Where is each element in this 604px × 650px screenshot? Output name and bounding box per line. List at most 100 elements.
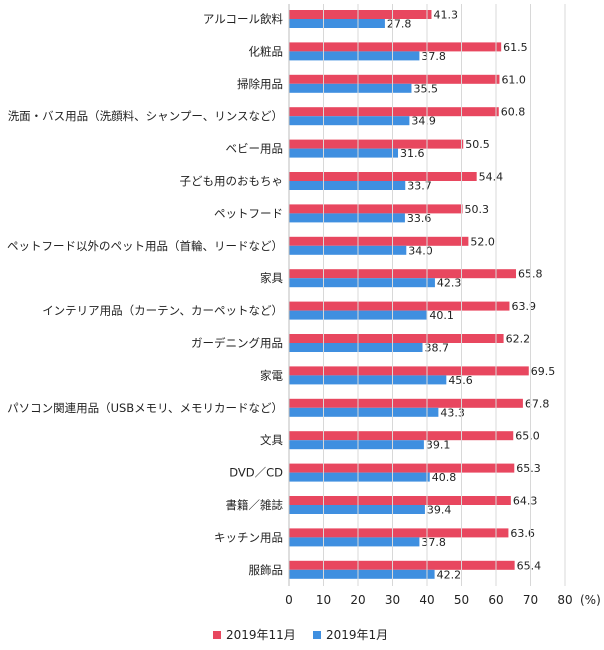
data-label: 39.1	[426, 439, 451, 452]
category-label: DVD／CD	[229, 466, 283, 480]
bar	[289, 181, 406, 190]
bar	[289, 528, 509, 538]
category-label: 子ども用のおもちゃ	[180, 174, 284, 188]
category-label: 文具	[260, 433, 283, 447]
data-label: 61.5	[503, 41, 528, 54]
data-label: 38.7	[425, 342, 450, 355]
data-label: 33.6	[407, 212, 432, 225]
data-label: 63.9	[511, 300, 535, 313]
bar	[289, 343, 423, 352]
x-tick-label: 70	[523, 593, 538, 607]
data-label: 40.8	[432, 471, 457, 484]
bar	[289, 301, 510, 311]
data-label: 65.4	[517, 559, 542, 572]
data-label: 54.4	[479, 171, 504, 184]
bar	[289, 505, 425, 514]
bar	[289, 278, 435, 288]
data-label: 42.2	[437, 568, 462, 581]
x-tick-label: 0	[285, 593, 293, 607]
data-label: 37.8	[421, 536, 446, 549]
data-label: 33.7	[407, 180, 432, 193]
legend-label: 2019年11月	[226, 628, 296, 642]
data-label: 41.3	[433, 9, 458, 22]
bar	[289, 116, 410, 126]
category-label: 書籍／雑誌	[226, 498, 284, 512]
bars: 41.3 27.8 61.5 37.8 61.0 35.5 60.8 34.9 50.5 31.6…	[289, 9, 556, 581]
data-label: 63.6	[510, 527, 535, 540]
legend-swatch	[213, 631, 221, 639]
data-label: 42.3	[437, 277, 462, 290]
x-tick-label: 10	[316, 593, 331, 607]
bar	[289, 83, 412, 93]
data-label: 31.6	[400, 147, 425, 160]
data-label: 65.0	[515, 430, 540, 443]
bar	[289, 139, 464, 149]
bar	[289, 148, 399, 158]
bar	[289, 366, 529, 376]
category-label: ペットフード以外のペット用品（首輪、リードなど）	[7, 239, 283, 253]
data-label: 50.5	[465, 138, 490, 151]
bar	[289, 213, 405, 223]
data-label: 69.5	[531, 365, 556, 378]
bar	[289, 537, 420, 547]
bar	[289, 431, 514, 441]
data-label: 45.6	[448, 374, 473, 387]
bar	[289, 172, 477, 181]
category-label: 家電	[260, 368, 283, 382]
bar	[289, 269, 517, 279]
data-label: 43.3	[440, 406, 465, 419]
x-axis-unit: (%)	[580, 593, 601, 607]
x-axis: 0 10 20 30 40 50 60 70 80 (%)	[285, 4, 601, 607]
data-label: 50.3	[465, 203, 490, 216]
data-label: 37.8	[421, 50, 446, 63]
data-label: 27.8	[387, 18, 412, 31]
data-label: 52.0	[470, 235, 495, 248]
data-label: 60.8	[501, 106, 526, 119]
data-label: 34.0	[408, 244, 433, 257]
data-label: 35.5	[413, 82, 438, 95]
bar	[289, 51, 420, 61]
data-label: 62.2	[506, 333, 530, 346]
bar	[289, 42, 502, 52]
x-tick-label: 30	[385, 593, 400, 607]
data-label: 39.4	[427, 504, 452, 517]
category-label: 洗面・バス用品（洗顔料、シャンプー、リンスなど）	[8, 109, 283, 123]
category-label: アルコール飲料	[203, 12, 284, 26]
bar	[289, 569, 435, 579]
x-tick-label: 80	[557, 593, 572, 607]
bar	[289, 204, 463, 214]
data-label: 61.0	[501, 73, 526, 86]
x-tick-label: 50	[454, 593, 469, 607]
data-label: 64.3	[513, 495, 538, 508]
legend-label: 2019年1月	[326, 628, 388, 642]
bar	[289, 407, 439, 417]
bar	[289, 560, 515, 570]
data-label: 65.3	[516, 462, 541, 475]
category-label: ペットフード	[214, 206, 283, 220]
bar	[289, 74, 500, 84]
x-tick-label: 60	[488, 593, 503, 607]
bar	[289, 334, 504, 343]
bar	[289, 440, 424, 450]
bar	[289, 463, 515, 473]
bar	[289, 10, 432, 19]
legend-swatch	[313, 631, 321, 639]
category-label: パソコン関連用品（USBメモリ、メモリカードなど）	[7, 401, 283, 415]
data-label: 40.1	[429, 309, 454, 322]
category-label: 掃除用品	[237, 77, 283, 91]
x-tick-label: 20	[350, 593, 365, 607]
bar	[289, 245, 407, 255]
legend: 2019年11月 2019年1月	[213, 628, 388, 642]
category-label: 服飾品	[249, 563, 284, 577]
bar	[289, 496, 511, 505]
data-label: 34.9	[411, 115, 436, 128]
bar	[289, 375, 447, 385]
data-label: 67.8	[525, 397, 550, 410]
category-label: ベビー用品	[226, 142, 284, 156]
category-label: ガーデニング用品	[191, 336, 283, 350]
bar	[289, 236, 469, 246]
bar	[289, 19, 385, 28]
bar	[289, 107, 499, 117]
